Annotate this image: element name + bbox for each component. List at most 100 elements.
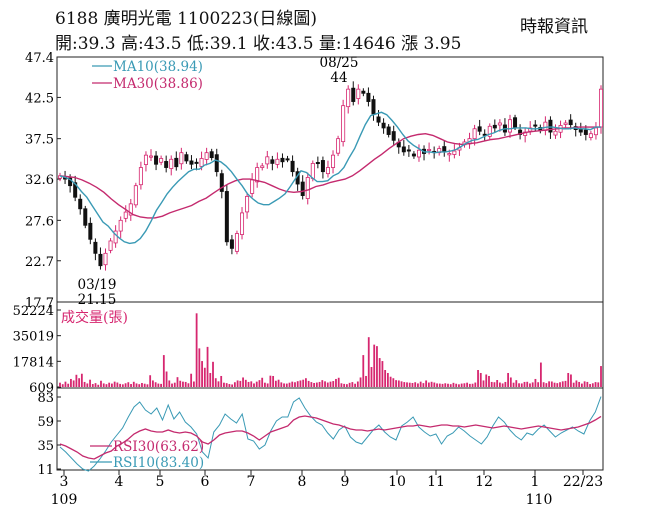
volume-bar	[111, 383, 113, 387]
candle-body	[93, 241, 98, 254]
candle-body	[427, 148, 432, 151]
ma10-line	[59, 111, 601, 245]
volume-bar	[195, 313, 198, 387]
candle-body	[507, 119, 512, 133]
candle-body	[401, 146, 406, 153]
volume-bar	[529, 383, 531, 387]
volume-bar	[225, 383, 228, 387]
candle-body	[179, 152, 184, 165]
x-tick-label: 22/23	[563, 474, 603, 490]
volume-bar	[556, 383, 559, 387]
source-label: 時報資訊	[520, 17, 588, 37]
volume-bar	[493, 382, 496, 387]
volume-bar	[479, 372, 482, 387]
volume-bar	[414, 382, 417, 387]
candle-body	[143, 154, 148, 165]
volume-bar	[343, 383, 346, 387]
candle-body	[518, 129, 523, 135]
volume-bar	[463, 383, 466, 387]
candle-body	[88, 222, 93, 240]
candle-body	[138, 167, 143, 186]
volume-bar	[223, 382, 225, 387]
candle-body	[108, 240, 113, 251]
volume-bar	[146, 384, 149, 387]
volume-bar	[537, 382, 540, 387]
volume-bar	[264, 382, 266, 387]
volume-bar	[488, 375, 490, 387]
price-tick-label: 27.6	[25, 214, 54, 229]
volume-bar	[315, 382, 318, 387]
volume-bar	[570, 374, 572, 387]
volume-bar	[523, 381, 526, 387]
candle-body	[154, 155, 159, 165]
volume-bar	[132, 381, 135, 387]
volume-bar	[321, 380, 324, 387]
candle-body	[386, 126, 391, 135]
candle-body	[593, 127, 598, 136]
candle-body	[331, 154, 336, 168]
volume-bar	[67, 383, 70, 387]
volume-bar	[447, 383, 449, 387]
candle-body	[58, 175, 63, 179]
volume-bar	[179, 380, 182, 387]
volume-bar	[378, 358, 381, 387]
volume-bar	[135, 383, 138, 387]
x-tick-label: 11	[427, 474, 445, 490]
volume-bar	[386, 372, 389, 387]
candle-body	[255, 167, 260, 183]
volume-bar	[116, 382, 119, 387]
volume-bar	[269, 375, 272, 387]
volume-bar	[296, 381, 299, 387]
candle-body	[583, 129, 588, 135]
volume-bar	[97, 384, 100, 387]
volume-bar	[345, 384, 348, 387]
x-tick-label: 8	[298, 474, 307, 490]
volume-bar	[83, 381, 86, 387]
volume-tick-label: 35019	[13, 330, 54, 345]
volume-bar	[124, 383, 127, 387]
candle-body	[543, 121, 548, 131]
volume-bar	[121, 384, 124, 387]
x-tick-label: 7	[247, 474, 256, 490]
volume-bar	[255, 381, 258, 387]
volume-bar	[586, 381, 589, 387]
volume-bar	[165, 371, 168, 387]
volume-bar	[406, 382, 408, 387]
candle-body	[164, 161, 169, 168]
volume-bar	[545, 383, 548, 387]
quote-summary: 開:39.3 高:43.5 低:39.1 收:43.5 量:14646 漲 3.…	[55, 34, 462, 54]
candle-body	[452, 150, 457, 155]
volume-bar	[138, 384, 141, 387]
volume-bar	[458, 384, 460, 387]
volume-bar	[417, 383, 419, 387]
x-tick-label: 1	[531, 474, 540, 490]
candle-body	[553, 130, 558, 136]
candle-body	[214, 154, 219, 173]
volume-bar	[359, 377, 362, 387]
x-tick-label: 3	[60, 474, 69, 490]
volume-bar	[539, 362, 542, 387]
volume-bar	[154, 382, 157, 387]
volume-bar	[356, 381, 359, 387]
volume-bar	[283, 383, 285, 387]
volume-bar	[119, 383, 122, 387]
candle-body	[174, 157, 179, 168]
candle-body	[361, 90, 366, 94]
candle-body	[98, 253, 103, 267]
candle-body	[442, 146, 447, 153]
volume-bar	[168, 380, 171, 387]
rsi-tick-label: 83	[37, 391, 54, 406]
candle-body	[447, 153, 452, 156]
volume-bar	[324, 381, 326, 387]
volume-bar	[572, 382, 575, 387]
volume-bar	[250, 381, 253, 387]
candle-body	[315, 162, 320, 165]
candle-body	[265, 156, 270, 165]
candle-body	[149, 155, 154, 158]
volume-bar	[242, 377, 244, 387]
volume-bar	[408, 382, 411, 387]
candle-body	[194, 161, 199, 164]
volume-bar	[370, 367, 373, 387]
x-tick-label: 6	[201, 474, 210, 490]
volume-bar	[340, 383, 343, 387]
